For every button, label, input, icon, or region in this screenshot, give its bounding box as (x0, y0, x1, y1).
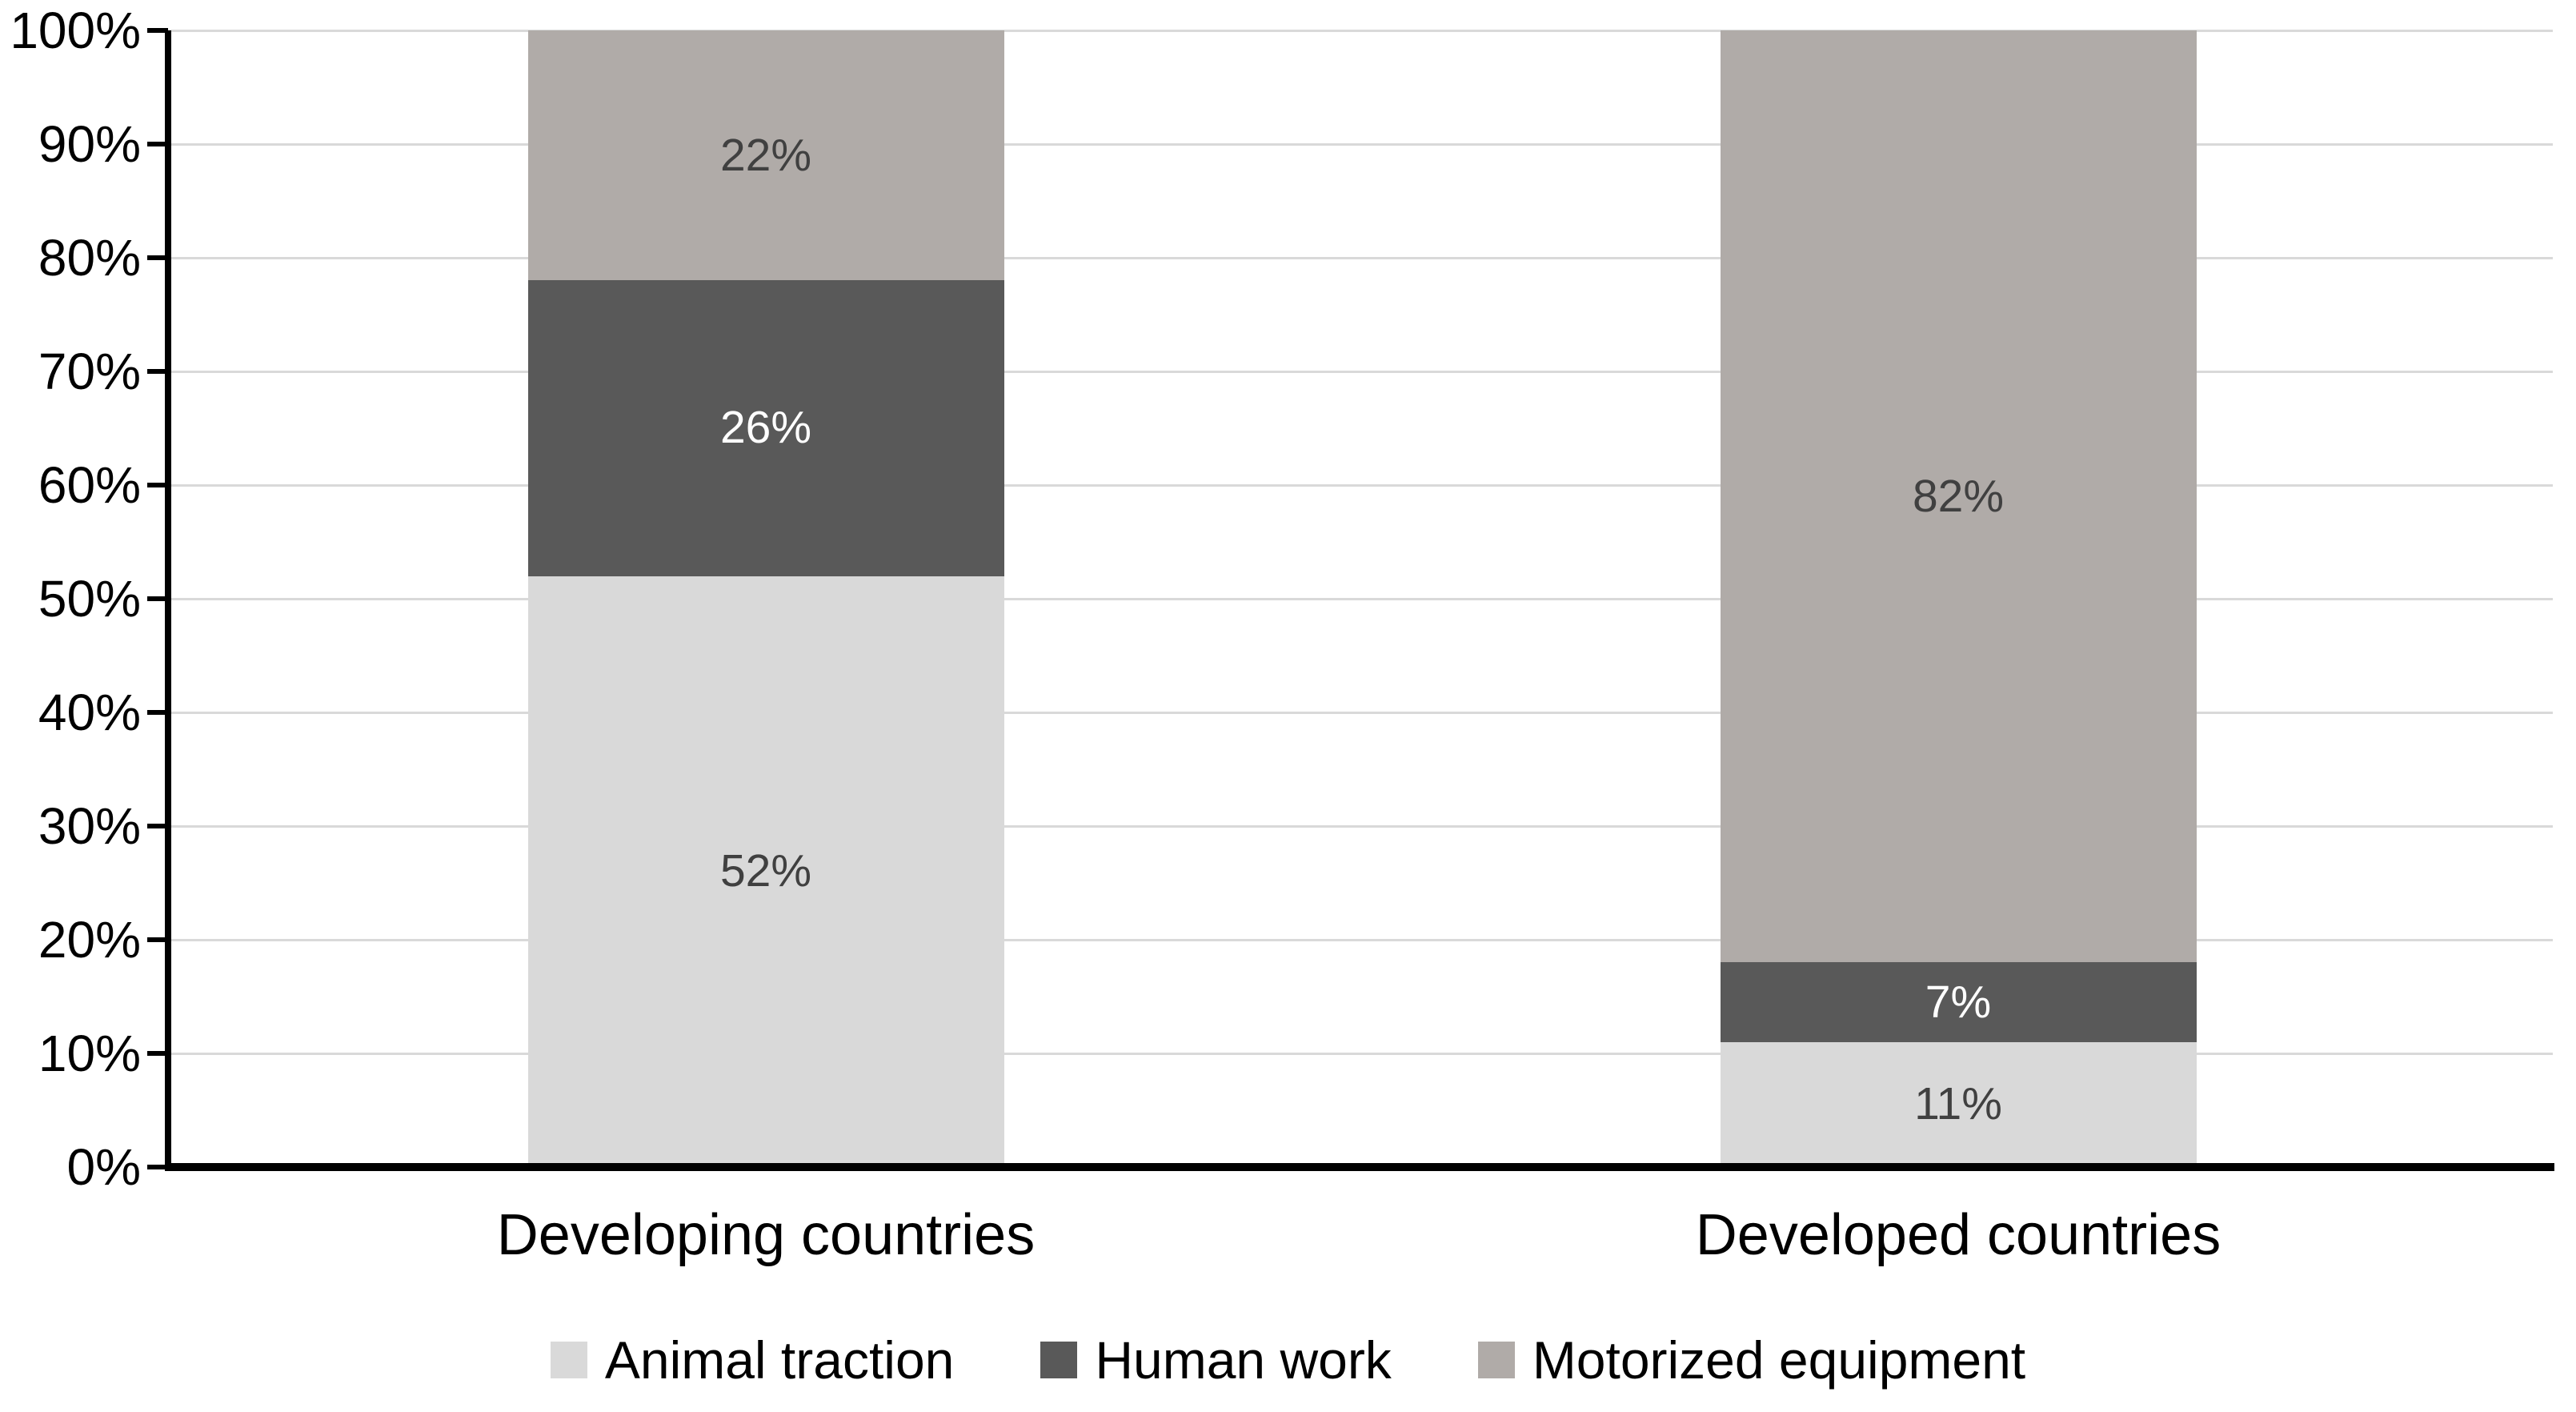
gridline-10 (168, 1052, 2553, 1055)
legend-swatch-human-work (1040, 1342, 1078, 1378)
legend-label-animal-traction: Animal traction (604, 1330, 955, 1390)
y-tick-50 (147, 596, 168, 601)
y-tick-label-30: 30% (38, 797, 141, 855)
data-label-developed-countries-animal-traction: 11% (1914, 1078, 2002, 1130)
y-tick-label-70: 70% (38, 343, 141, 400)
bar-segment-developing-countries-human-work: 26% (527, 280, 1004, 576)
y-tick-label-90: 90% (38, 115, 141, 173)
legend-label-human-work: Human work (1095, 1330, 1392, 1390)
y-tick-20 (147, 937, 168, 942)
legend-swatch-animal-traction (550, 1342, 587, 1378)
legend-swatch-motorized-equipment (1477, 1342, 1515, 1378)
bar-segment-developing-countries-motorized-equipment: 22% (527, 30, 1004, 281)
legend-item-motorized-equipment: Motorized equipment (1477, 1330, 2026, 1390)
y-tick-80 (147, 255, 168, 260)
gridline-20 (168, 938, 2553, 941)
bar-developed-countries: 82% 7% 11% (1720, 30, 2197, 1167)
legend-item-human-work: Human work (1040, 1330, 1392, 1390)
y-axis-line (165, 30, 171, 1171)
x-label-developed-countries: Developed countries (1695, 1203, 2221, 1267)
y-tick-label-80: 80% (38, 229, 141, 287)
data-label-developing-countries-animal-traction: 52% (719, 845, 812, 897)
gridline-90 (168, 142, 2553, 146)
gridline-40 (168, 711, 2553, 714)
y-tick-70 (147, 369, 168, 374)
gridline-30 (168, 824, 2553, 828)
gridline-60 (168, 483, 2553, 487)
y-tick-0 (147, 1165, 168, 1169)
gridline-100 (168, 29, 2553, 32)
x-label-developing-countries: Developing countries (496, 1203, 1036, 1267)
legend-label-motorized-equipment: Motorized equipment (1532, 1330, 2026, 1390)
bar-segment-developed-countries-animal-traction: 11% (1720, 1041, 2197, 1167)
x-axis-line (165, 1163, 2554, 1171)
y-tick-30 (147, 824, 168, 828)
bar-developing-countries: 22% 26% 52% (527, 30, 1004, 1167)
y-tick-100 (147, 28, 168, 33)
gridline-80 (168, 256, 2553, 259)
legend: Animal traction Human work Motorized equip… (0, 1332, 2576, 1388)
y-tick-60 (147, 483, 168, 487)
gridline-70 (168, 370, 2553, 373)
y-tick-label-60: 60% (38, 456, 141, 514)
y-tick-label-100: 100% (10, 2, 141, 59)
y-tick-label-40: 40% (38, 684, 141, 741)
data-label-developing-countries-motorized-equipment: 22% (719, 129, 812, 181)
y-tick-40 (147, 710, 168, 715)
y-tick-label-10: 10% (38, 1025, 141, 1082)
bar-segment-developed-countries-motorized-equipment: 82% (1720, 30, 2197, 963)
bar-segment-developing-countries-animal-traction: 52% (527, 576, 1004, 1167)
bar-segment-developed-countries-human-work: 7% (1720, 962, 2197, 1042)
gridline-50 (168, 597, 2553, 600)
data-label-developed-countries-motorized-equipment: 82% (1912, 470, 2005, 522)
legend-item-animal-traction: Animal traction (550, 1330, 955, 1390)
y-tick-label-0: 0% (66, 1138, 142, 1196)
y-tick-label-50: 50% (38, 570, 141, 628)
y-tick-label-20: 20% (38, 911, 141, 969)
y-tick-10 (147, 1051, 168, 1056)
data-label-developing-countries-human-work: 26% (719, 402, 812, 454)
y-tick-90 (147, 142, 168, 146)
data-label-developed-countries-human-work: 7% (1925, 976, 1992, 1028)
